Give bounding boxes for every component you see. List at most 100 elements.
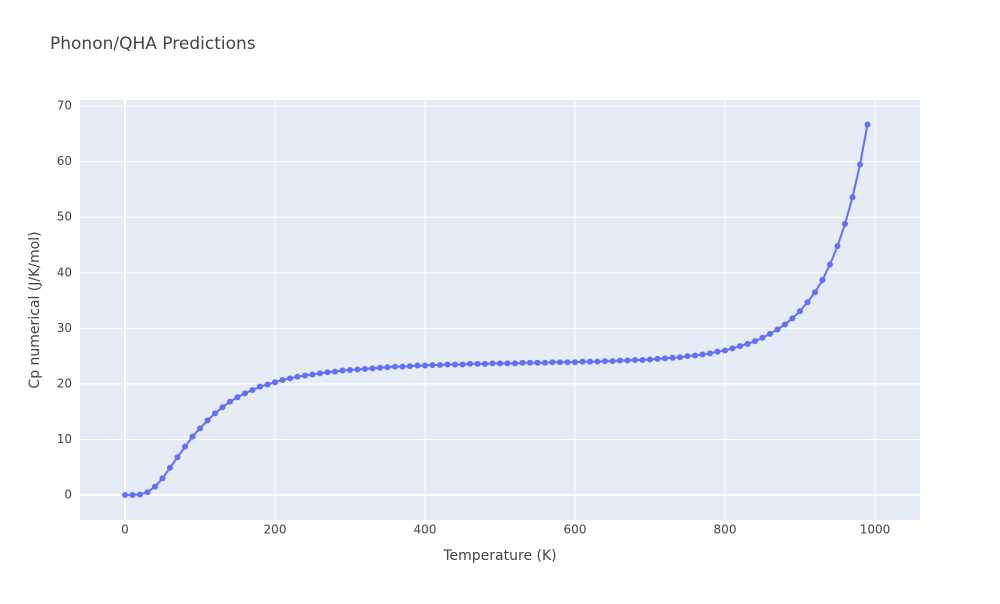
x-tick-label: 0 — [121, 523, 129, 537]
data-point — [452, 361, 458, 368]
data-point — [249, 387, 256, 393]
data-point — [647, 356, 653, 363]
data-point — [602, 358, 608, 365]
data-point — [789, 315, 796, 322]
data-point — [722, 347, 728, 354]
y-tick-label: 0 — [64, 488, 72, 502]
y-tick-label: 60 — [57, 154, 72, 168]
data-point — [557, 359, 563, 366]
data-point — [804, 299, 811, 306]
data-point — [369, 365, 376, 372]
data-point — [752, 338, 758, 345]
data-point — [309, 371, 316, 378]
data-point — [257, 383, 263, 390]
data-point — [189, 433, 196, 440]
data-point — [767, 330, 773, 337]
data-point — [564, 359, 571, 366]
data-point — [279, 377, 286, 383]
data-point — [429, 362, 436, 368]
data-point — [137, 491, 143, 498]
y-tick-label: 20 — [57, 376, 72, 390]
data-point — [834, 243, 841, 250]
data-point — [737, 343, 743, 350]
data-point — [774, 326, 781, 333]
x-tick-label: 800 — [714, 523, 737, 537]
data-point — [549, 359, 556, 366]
data-point — [392, 363, 398, 370]
data-point — [474, 360, 481, 367]
data-point — [384, 364, 391, 371]
data-point — [294, 373, 301, 380]
series-line — [125, 124, 869, 496]
data-point — [842, 220, 848, 227]
data-point — [347, 367, 353, 373]
y-tick-label: 50 — [57, 210, 72, 224]
data-point — [182, 443, 188, 450]
data-point — [497, 360, 503, 367]
x-tick-label: 1000 — [860, 523, 891, 537]
data-point — [782, 321, 788, 328]
data-point — [707, 350, 713, 357]
data-point — [467, 360, 473, 367]
data-point — [534, 359, 541, 366]
data-point — [287, 375, 293, 382]
data-point — [317, 370, 323, 377]
data-point — [204, 417, 211, 424]
data-point — [594, 358, 601, 365]
data-point — [692, 352, 698, 359]
data-point — [242, 390, 248, 397]
data-point — [587, 358, 593, 365]
plot-area — [80, 100, 920, 520]
data-point — [759, 334, 766, 341]
data-point — [122, 492, 128, 498]
data-point — [572, 359, 578, 366]
data-point — [669, 354, 676, 361]
data-point — [849, 194, 856, 201]
data-point — [174, 454, 181, 461]
data-point — [579, 358, 586, 365]
data-point — [624, 357, 631, 364]
data-point — [197, 425, 203, 432]
data-point — [444, 361, 451, 368]
x-tick-label: 400 — [414, 523, 437, 537]
data-point — [519, 359, 526, 366]
data-point — [272, 379, 278, 386]
data-point — [339, 367, 346, 374]
chart-title: Phonon/QHA Predictions — [50, 34, 256, 54]
data-point — [744, 340, 751, 347]
y-tick-label: 40 — [57, 265, 72, 279]
data-point — [152, 483, 158, 490]
data-point — [714, 348, 721, 355]
data-point — [857, 161, 863, 168]
data-point — [609, 358, 616, 365]
data-point — [422, 362, 428, 369]
data-point — [212, 410, 218, 417]
data-point — [864, 121, 871, 128]
data-point — [489, 360, 496, 367]
data-point — [302, 372, 308, 379]
data-point — [167, 464, 173, 471]
data-point — [437, 362, 443, 368]
data-point — [527, 359, 533, 366]
x-tick-label: 200 — [264, 523, 287, 537]
data-point — [144, 489, 151, 496]
data-point — [632, 357, 638, 363]
data-point — [819, 277, 826, 283]
data-point — [459, 361, 466, 368]
data-point — [542, 359, 548, 366]
x-axis-title: Temperature (K) — [442, 548, 556, 564]
data-point — [797, 308, 803, 315]
data-point — [827, 261, 833, 268]
data-point — [699, 351, 706, 358]
data-point — [662, 355, 668, 362]
data-point — [227, 398, 233, 405]
data-point — [399, 363, 406, 370]
data-point — [324, 369, 331, 376]
data-point — [377, 364, 383, 371]
data-point — [729, 345, 736, 352]
data-point — [482, 360, 488, 367]
data-point — [414, 362, 421, 369]
y-axis-title: Cp numerical (J/K/mol) — [27, 231, 43, 388]
data-point — [234, 394, 241, 401]
